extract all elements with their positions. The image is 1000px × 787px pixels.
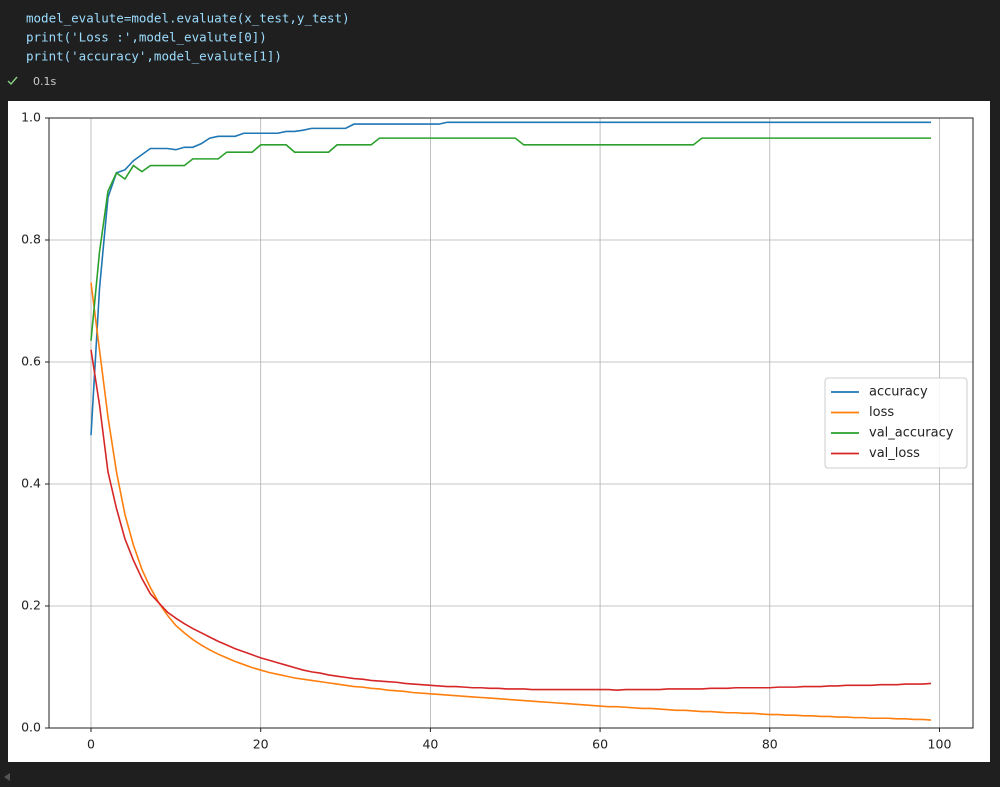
y-tick-label: 0.2 [21,598,41,613]
x-tick-label: 20 [253,737,269,752]
legend-label: val_loss [869,446,920,461]
x-tick-label: 40 [422,737,438,752]
x-tick-label: 100 [928,737,952,752]
x-tick-label: 0 [87,737,95,752]
y-tick-label: 0.4 [21,476,41,491]
code-line: print('Loss :',model_evalute[0]) [26,30,267,45]
check-icon [7,76,18,86]
legend-label: val_accuracy [869,426,954,441]
series-line [90,282,932,721]
code-line: model_evalute=model.evaluate(x_test,y_te… [26,11,350,26]
y-tick-label: 1.0 [21,110,41,125]
code-line: print('accuracy',model_evalute[1]) [26,49,282,64]
legend-box [824,377,968,469]
series-line [90,349,932,691]
scroll-arrow[interactable] [4,773,10,781]
x-tick-label: 80 [762,737,778,752]
series-line [90,137,931,341]
y-tick-label: 0.8 [21,232,41,247]
plot-frame [48,117,974,729]
y-tick-label: 0.6 [21,354,41,369]
series-line [90,121,931,436]
legend-label: accuracy [869,385,928,400]
y-tick-label: 0.0 [21,720,41,735]
exec-time: 0.1s [33,75,56,88]
legend-label: loss [869,405,894,420]
x-tick-label: 60 [592,737,608,752]
